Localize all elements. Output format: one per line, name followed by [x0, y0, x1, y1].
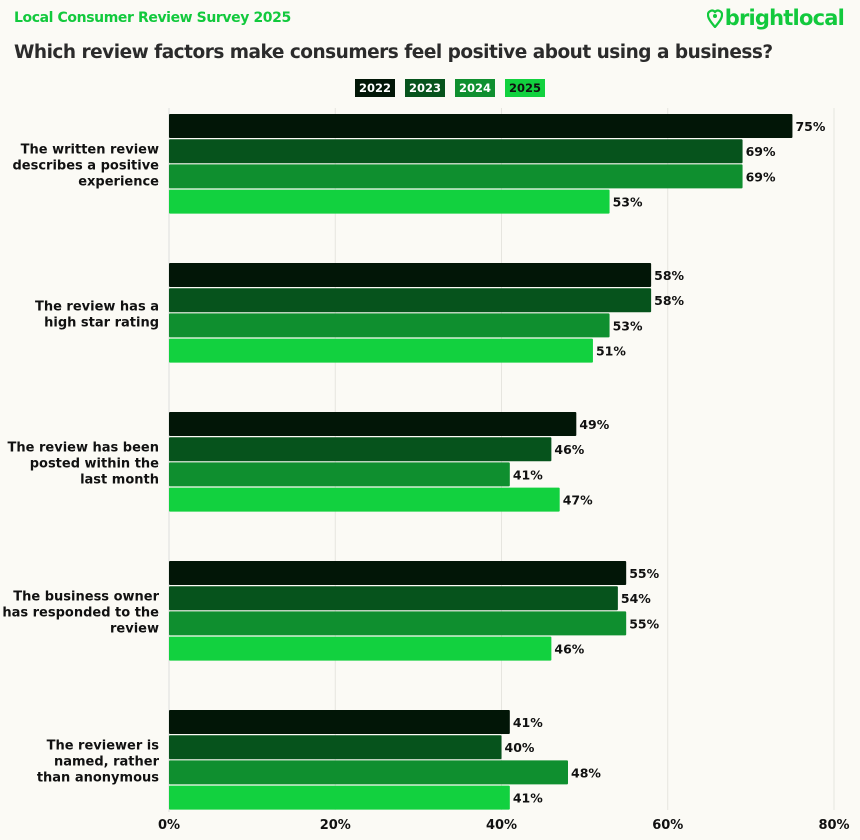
logo-text: brightlocal: [724, 6, 845, 30]
category-label: high star rating: [44, 315, 159, 330]
bar-2025: [169, 636, 552, 661]
bar-2022: [169, 412, 577, 436]
legend-item-2022: 2022: [354, 79, 395, 97]
data-label: 51%: [596, 344, 626, 359]
category-label: The reviewer is: [47, 738, 160, 753]
x-tick-label: 80%: [818, 818, 849, 833]
category-label: describes a positive: [12, 158, 159, 173]
x-tick-label: 0%: [158, 818, 180, 833]
data-label: 58%: [654, 293, 684, 308]
bar-2022: [169, 263, 652, 287]
location-heart-icon: [706, 9, 723, 28]
bar-2025: [169, 785, 510, 810]
bar-2024: [169, 164, 743, 189]
chart-title: Which review factors make consumers feel…: [14, 42, 773, 63]
category-label: review: [110, 621, 159, 636]
data-label: 55%: [629, 566, 659, 581]
legend: 2022 2023 2024 2025: [0, 79, 860, 97]
x-tick-label: 40%: [486, 818, 517, 833]
data-label: 53%: [613, 318, 643, 333]
bar-2024: [169, 313, 610, 338]
category-label: The review has been: [8, 440, 159, 455]
legend-item-2023: 2023: [404, 79, 445, 97]
category-label: last month: [80, 472, 159, 487]
bar-2024: [169, 462, 510, 487]
bar-2025: [169, 487, 560, 512]
x-tick-label: 60%: [652, 818, 683, 833]
data-label: 75%: [795, 119, 825, 134]
data-label: 48%: [571, 765, 601, 780]
data-label: 69%: [746, 144, 776, 159]
data-label: 49%: [579, 417, 609, 432]
data-label: 55%: [629, 616, 659, 631]
bar-2024: [169, 611, 627, 636]
data-label: 69%: [746, 169, 776, 184]
category-label: experience: [78, 174, 159, 189]
data-label: 41%: [513, 467, 543, 482]
bar-2025: [169, 338, 593, 363]
bar-2022: [169, 710, 510, 734]
category-label: The review has a: [35, 299, 159, 314]
category-label: named, rather: [54, 754, 160, 769]
bar-2022: [169, 114, 793, 138]
bar-2023: [169, 735, 502, 760]
bar-2022: [169, 561, 627, 585]
bar-2023: [169, 139, 743, 164]
data-label: 47%: [563, 493, 593, 508]
bar-2023: [169, 288, 652, 313]
legend-item-2024: 2024: [455, 79, 496, 97]
data-label: 58%: [654, 268, 684, 283]
legend-item-2025: 2025: [505, 79, 546, 97]
data-label: 53%: [613, 195, 643, 210]
data-label: 54%: [621, 591, 651, 606]
bar-2024: [169, 760, 568, 785]
data-label: 40%: [505, 740, 535, 755]
category-label: The business owner: [13, 589, 159, 604]
data-label: 46%: [554, 442, 584, 457]
bar-2025: [169, 189, 610, 214]
data-label: 41%: [513, 791, 543, 806]
data-label: 41%: [513, 715, 543, 730]
category-label: has responded to the: [2, 605, 159, 620]
category-label: than anonymous: [37, 770, 159, 785]
category-label: The written review: [21, 142, 159, 157]
survey-title: Local Consumer Review Survey 2025: [14, 10, 291, 26]
category-label: posted within the: [30, 456, 159, 471]
data-label: 46%: [554, 642, 584, 657]
x-tick-label: 20%: [320, 818, 351, 833]
brightlocal-logo: brightlocal: [706, 6, 845, 30]
bar-2023: [169, 586, 618, 611]
bar-2023: [169, 437, 552, 462]
